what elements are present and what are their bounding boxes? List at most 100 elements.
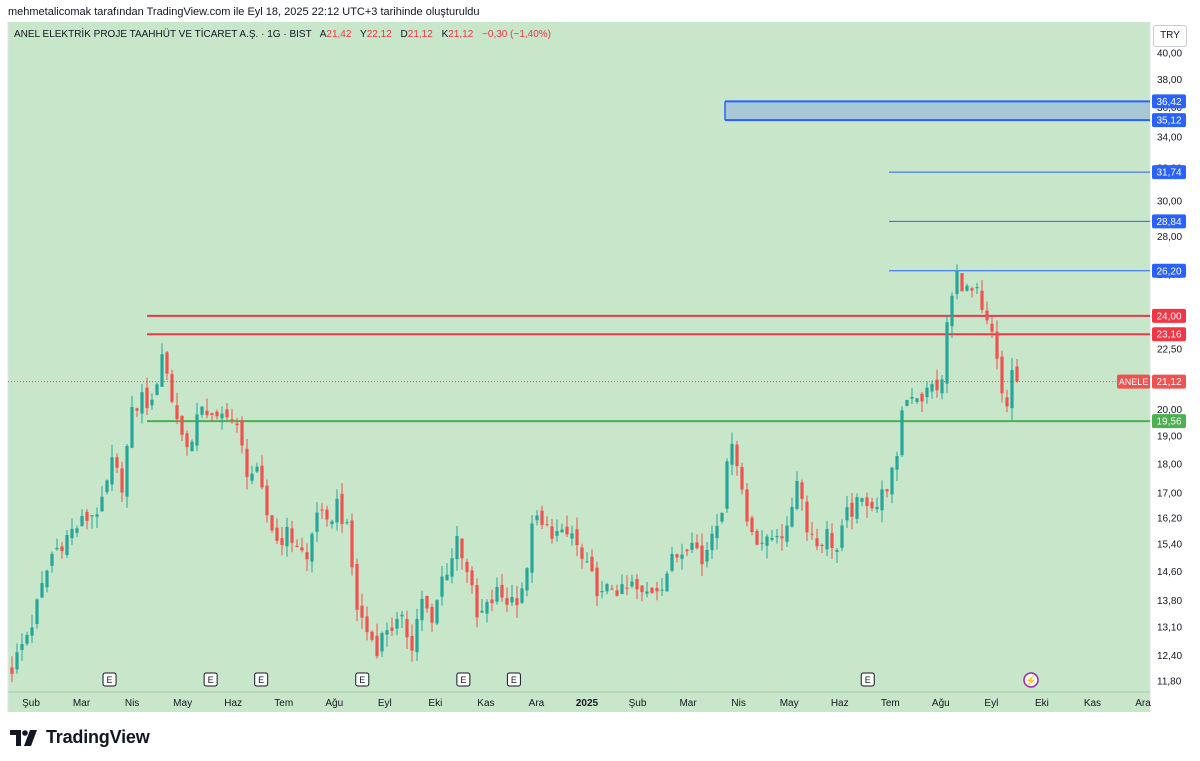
candle-body: [485, 601, 489, 614]
candle-body: [190, 441, 194, 452]
earnings-marker: E: [355, 672, 370, 687]
candle-body: [550, 526, 554, 539]
candle-body: [230, 419, 234, 421]
candle-body: [605, 584, 609, 592]
candle-body: [960, 273, 964, 292]
x-tick-label: Tem: [274, 698, 293, 709]
candle-body: [115, 457, 119, 468]
earnings-marker-letter: E: [107, 675, 113, 685]
candle-body: [265, 485, 269, 516]
x-tick-label: Haz: [224, 698, 242, 709]
candle-body: [100, 496, 104, 512]
chart-caption: mehmetalicomak tarafından TradingView.co…: [8, 6, 480, 18]
tradingview-logo[interactable]: TradingView: [10, 727, 150, 748]
candle-body: [225, 409, 229, 418]
candle-body: [400, 614, 404, 617]
candle-body: [155, 384, 159, 395]
candle-body: [720, 512, 724, 522]
candle-body: [915, 398, 919, 402]
candle-body: [920, 393, 924, 402]
candle-body: [975, 287, 979, 289]
candle-body: [645, 591, 649, 594]
candle-body: [860, 498, 864, 502]
x-tick-label: Eyl: [984, 698, 998, 709]
candle-body: [785, 525, 789, 542]
candle-body: [840, 525, 844, 548]
candle-body: [335, 498, 339, 523]
candle-body: [985, 310, 989, 321]
candle-body: [150, 399, 154, 406]
candle-body: [905, 399, 909, 406]
candle-body: [480, 610, 484, 613]
candle-body: [835, 550, 839, 552]
candle-body: [220, 413, 224, 419]
event-markers-layer: E E E E E E E ⚡: [102, 672, 1039, 688]
earnings-marker: E: [203, 672, 218, 687]
earnings-marker-box: [456, 672, 471, 687]
level-label-target-bg: [1152, 263, 1186, 278]
candle-body: [640, 585, 644, 593]
candle-body: [525, 568, 529, 591]
candle-body: [755, 530, 759, 545]
currency-selector[interactable]: TRY: [1153, 25, 1187, 47]
candle-body: [790, 506, 794, 527]
candle-body: [20, 644, 24, 650]
level-label-resistance: 24,00: [1156, 311, 1181, 322]
candle-body: [490, 599, 494, 604]
price-labels-layer: 24,00 23,16 19,56 26,20 28,84 31,74 36,42 35,12…: [1117, 94, 1186, 429]
x-tick-label: Haz: [831, 698, 849, 709]
symbol-label: ANELE: [1119, 377, 1149, 387]
candle-body: [80, 516, 84, 527]
candle-body: [45, 570, 49, 588]
candle-body: [345, 522, 349, 524]
x-tick-label: Nis: [125, 698, 139, 709]
candle-body: [750, 517, 754, 533]
y-tick-label: 30,00: [1157, 197, 1182, 208]
x-tick-label: Şub: [22, 698, 40, 709]
candle-body: [310, 533, 314, 562]
candle-body: [850, 502, 854, 517]
candle-body: [865, 497, 869, 507]
candle-body: [145, 387, 149, 409]
candle-body: [185, 433, 189, 448]
candle-body: [315, 512, 319, 532]
candle-body: [820, 544, 824, 546]
candle-body: [330, 521, 334, 525]
candle-body: [340, 493, 344, 525]
candle-body: [420, 598, 424, 621]
candle-body: [780, 536, 784, 539]
candle-body: [690, 542, 694, 550]
x-tick-label: 2025: [576, 698, 599, 709]
candle-body: [770, 538, 774, 540]
candle-body: [675, 554, 679, 558]
candle-body: [890, 467, 894, 495]
candle-body: [160, 354, 164, 387]
candle-body: [120, 468, 124, 493]
candle-body: [520, 588, 524, 603]
candle-body: [95, 514, 99, 517]
candle-body: [60, 546, 64, 552]
y-tick-label: 28,00: [1157, 232, 1182, 243]
x-tick-label: Ağu: [325, 698, 343, 709]
x-tick-label: Kas: [1084, 698, 1101, 709]
candle-body: [15, 652, 19, 670]
zone-high-label: 36,42: [1156, 97, 1181, 108]
candle-body: [135, 408, 139, 411]
target-zone: [725, 101, 1150, 121]
y-tick-label: 19,00: [1157, 432, 1182, 443]
candle-body: [410, 635, 414, 651]
candle-body: [810, 533, 814, 535]
x-tick-label: Ağu: [932, 698, 950, 709]
level-label-target: 26,20: [1156, 266, 1181, 277]
candle-body: [320, 509, 324, 511]
candle-body: [515, 598, 519, 606]
candle-body: [425, 595, 429, 609]
y-tick-label: 18,00: [1157, 459, 1182, 470]
y-tick-label: 13,80: [1157, 596, 1182, 607]
y-tick-label: 22,50: [1157, 345, 1182, 356]
x-tick-label: Kas: [477, 698, 494, 709]
candle-body: [560, 529, 564, 533]
candle-body: [355, 563, 359, 610]
x-tick-label: Mar: [679, 698, 697, 709]
